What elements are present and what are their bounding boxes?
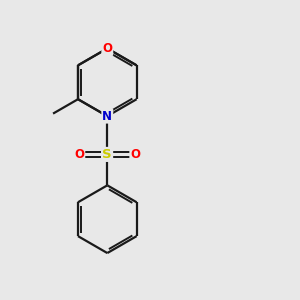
Text: O: O	[130, 148, 140, 161]
Text: O: O	[102, 42, 112, 55]
Text: N: N	[102, 110, 112, 123]
Text: S: S	[103, 148, 112, 161]
Text: O: O	[74, 148, 84, 161]
